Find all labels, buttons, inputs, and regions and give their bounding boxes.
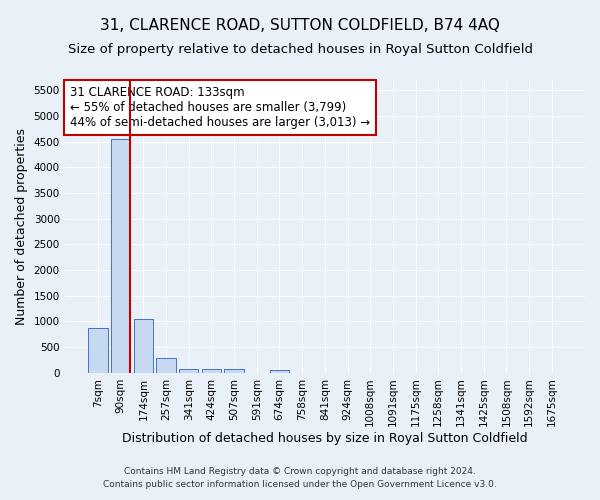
X-axis label: Distribution of detached houses by size in Royal Sutton Coldfield: Distribution of detached houses by size … — [122, 432, 527, 445]
Text: Contains HM Land Registry data © Crown copyright and database right 2024.: Contains HM Land Registry data © Crown c… — [124, 467, 476, 476]
Bar — [157, 358, 176, 373]
Text: 31, CLARENCE ROAD, SUTTON COLDFIELD, B74 4AQ: 31, CLARENCE ROAD, SUTTON COLDFIELD, B74… — [100, 18, 500, 32]
Bar — [134, 319, 153, 373]
Bar — [270, 370, 289, 373]
Text: Size of property relative to detached houses in Royal Sutton Coldfield: Size of property relative to detached ho… — [67, 42, 533, 56]
Bar — [224, 369, 244, 373]
Text: Contains public sector information licensed under the Open Government Licence v3: Contains public sector information licen… — [103, 480, 497, 489]
Bar — [88, 328, 107, 373]
Bar — [202, 369, 221, 373]
Bar — [179, 368, 199, 373]
Text: 31 CLARENCE ROAD: 133sqm
← 55% of detached houses are smaller (3,799)
44% of sem: 31 CLARENCE ROAD: 133sqm ← 55% of detach… — [70, 86, 370, 129]
Y-axis label: Number of detached properties: Number of detached properties — [15, 128, 28, 325]
Bar — [111, 138, 130, 373]
